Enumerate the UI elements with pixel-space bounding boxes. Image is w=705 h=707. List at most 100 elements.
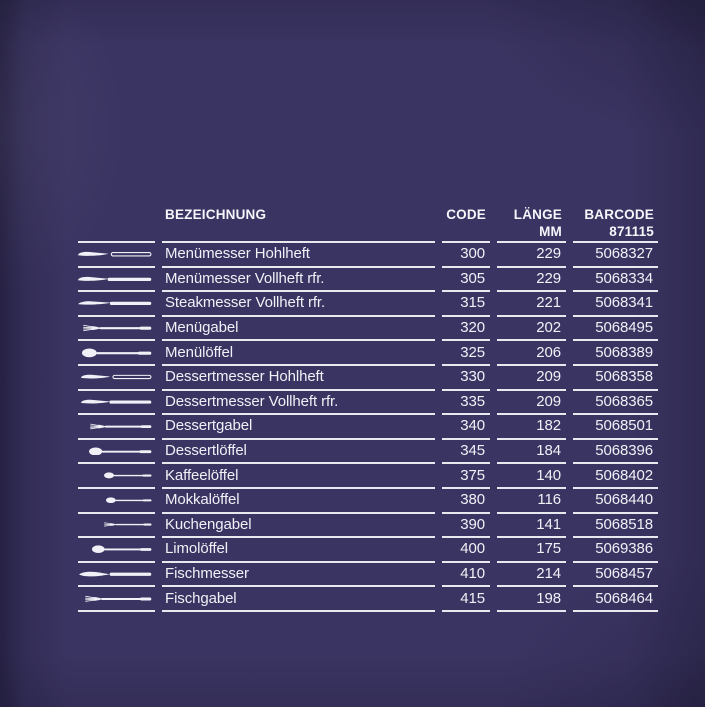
fork-icon <box>104 521 152 528</box>
cutlery-icon-cell <box>78 391 155 416</box>
item-barcode: 5068396 <box>573 440 658 465</box>
item-code: 320 <box>442 317 490 342</box>
item-name: Menümesser Vollheft rfr. <box>162 268 435 293</box>
item-name: Dessertmesser Hohlheft <box>162 366 435 391</box>
item-code: 390 <box>442 514 490 539</box>
item-length-mm: 182 <box>497 415 566 440</box>
item-barcode: 5068365 <box>573 391 658 416</box>
cutlery-icon-cell <box>78 538 155 563</box>
item-barcode: 5068358 <box>573 366 658 391</box>
table-body: Menümesser Hohlheft 300 229 5068327 Menü… <box>78 243 658 612</box>
item-barcode: 5068440 <box>573 489 658 514</box>
item-barcode: 5068334 <box>573 268 658 293</box>
item-code: 415 <box>442 587 490 612</box>
item-name: Menülöffel <box>162 341 435 366</box>
item-code: 305 <box>442 268 490 293</box>
fork-icon <box>83 323 152 333</box>
table-row: Kaffeelöffel 375 140 5068402 <box>78 464 658 489</box>
table-row: Steakmesser Vollheft rfr. 315 221 506834… <box>78 292 658 317</box>
item-code: 325 <box>442 341 490 366</box>
fork-icon <box>85 594 152 603</box>
table-row: Limolöffel 400 175 5069386 <box>78 538 658 563</box>
item-barcode: 5068464 <box>573 587 658 612</box>
item-barcode: 5068341 <box>573 292 658 317</box>
table-row: Menügabel 320 202 5068495 <box>78 317 658 342</box>
item-code: 375 <box>442 464 490 489</box>
item-length-mm: 141 <box>497 514 566 539</box>
item-name: Limolöffel <box>162 538 435 563</box>
item-length-mm: 140 <box>497 464 566 489</box>
item-length-mm: 221 <box>497 292 566 317</box>
item-code: 300 <box>442 243 490 268</box>
item-name: Steakmesser Vollheft rfr. <box>162 292 435 317</box>
cutlery-icon-cell <box>78 464 155 489</box>
spoon-icon <box>89 447 152 456</box>
item-name: Mokkalöffel <box>162 489 435 514</box>
cutlery-spec-table: BEZEICHNUNG CODE LÄNGE MM BARCODE 871115… <box>78 205 658 612</box>
cutlery-icon-cell <box>78 292 155 317</box>
item-name: Fischgabel <box>162 587 435 612</box>
spoon-icon <box>82 348 152 358</box>
item-name: Kaffeelöffel <box>162 464 435 489</box>
item-length-mm: 229 <box>497 243 566 268</box>
knife-solid-icon <box>78 274 152 284</box>
cutlery-icon-cell <box>78 243 155 268</box>
spoon-icon <box>104 472 152 479</box>
item-length-mm: 209 <box>497 366 566 391</box>
item-barcode: 5068389 <box>573 341 658 366</box>
item-barcode: 5068327 <box>573 243 658 268</box>
item-name: Kuchengabel <box>162 514 435 539</box>
item-barcode: 5068402 <box>573 464 658 489</box>
table-row: Mokkalöffel 380 116 5068440 <box>78 489 658 514</box>
knife-solid-icon <box>81 397 152 407</box>
item-barcode: 5068518 <box>573 514 658 539</box>
table-row: Dessertmesser Hohlheft 330 209 5068358 <box>78 366 658 391</box>
cutlery-icon-cell <box>78 268 155 293</box>
table-row: Fischgabel 415 198 5068464 <box>78 587 658 612</box>
table-header: BEZEICHNUNG CODE LÄNGE MM BARCODE 871115 <box>78 205 658 243</box>
header-code-label: CODE <box>446 207 486 222</box>
spoon-icon <box>106 497 152 504</box>
table-row: Dessertmesser Vollheft rfr. 335 209 5068… <box>78 391 658 416</box>
header-laenge-line2: MM <box>539 224 562 239</box>
item-barcode: 5069386 <box>573 538 658 563</box>
table-row: Kuchengabel 390 141 5068518 <box>78 514 658 539</box>
header-barcode-line1: BARCODE <box>584 207 654 222</box>
header-bezeichnung-label: BEZEICHNUNG <box>165 207 267 222</box>
item-length-mm: 229 <box>497 268 566 293</box>
header-laenge: LÄNGE MM <box>497 205 566 243</box>
item-name: Dessertgabel <box>162 415 435 440</box>
header-barcode: BARCODE 871115 <box>573 205 658 243</box>
table-row: Fischmesser 410 214 5068457 <box>78 563 658 588</box>
item-name: Menügabel <box>162 317 435 342</box>
cutlery-icon-cell <box>78 587 155 612</box>
table-row: Dessertgabel 340 182 5068501 <box>78 415 658 440</box>
knife-hollow-icon <box>78 249 152 259</box>
fork-icon <box>90 422 152 431</box>
item-name: Menümesser Hohlheft <box>162 243 435 268</box>
item-length-mm: 198 <box>497 587 566 612</box>
item-barcode: 5068495 <box>573 317 658 342</box>
table-row: Menümesser Hohlheft 300 229 5068327 <box>78 243 658 268</box>
item-code: 340 <box>442 415 490 440</box>
header-bezeichnung: BEZEICHNUNG <box>162 205 435 243</box>
knife-hollow-icon <box>81 372 152 382</box>
header-code: CODE <box>442 205 490 243</box>
item-code: 400 <box>442 538 490 563</box>
item-code: 330 <box>442 366 490 391</box>
item-code: 380 <box>442 489 490 514</box>
item-barcode: 5068501 <box>573 415 658 440</box>
item-length-mm: 116 <box>497 489 566 514</box>
steak-knife-icon <box>78 298 152 308</box>
header-barcode-line2: 871115 <box>609 224 654 239</box>
cutlery-icon-cell <box>78 514 155 539</box>
cutlery-icon-cell <box>78 440 155 465</box>
item-name: Fischmesser <box>162 563 435 588</box>
item-length-mm: 206 <box>497 341 566 366</box>
table-row: Menümesser Vollheft rfr. 305 229 5068334 <box>78 268 658 293</box>
item-length-mm: 184 <box>497 440 566 465</box>
table-row: Dessertlöffel 345 184 5068396 <box>78 440 658 465</box>
item-name: Dessertlöffel <box>162 440 435 465</box>
fish-knife-icon <box>79 569 152 579</box>
